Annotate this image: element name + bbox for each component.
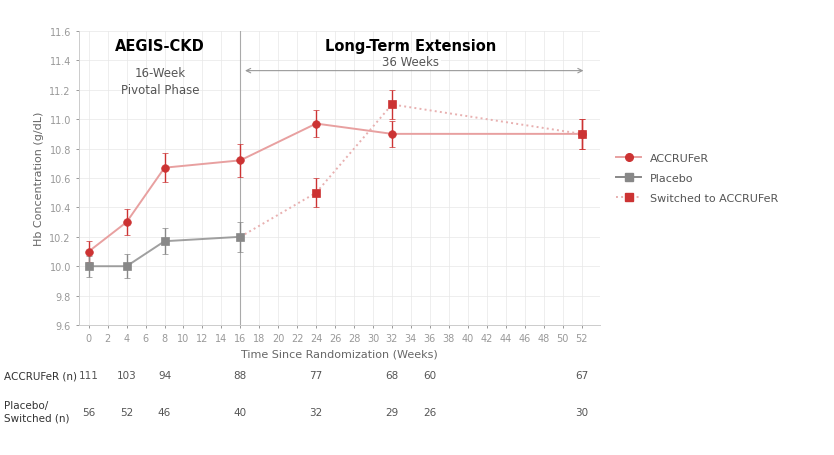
Text: 30: 30 <box>575 407 588 417</box>
Text: 88: 88 <box>234 370 247 380</box>
Text: 29: 29 <box>385 407 399 417</box>
Text: 46: 46 <box>158 407 171 417</box>
Text: 26: 26 <box>424 407 436 417</box>
Text: 60: 60 <box>424 370 436 380</box>
Text: 52: 52 <box>120 407 133 417</box>
Text: 94: 94 <box>158 370 171 380</box>
Text: 56: 56 <box>82 407 95 417</box>
Text: 103: 103 <box>117 370 137 380</box>
Text: 77: 77 <box>309 370 323 380</box>
X-axis label: Time Since Randomization (Weeks): Time Since Randomization (Weeks) <box>242 349 438 359</box>
Text: 32: 32 <box>309 407 323 417</box>
Text: 68: 68 <box>385 370 399 380</box>
Text: 111: 111 <box>78 370 98 380</box>
Text: AEGIS-CKD: AEGIS-CKD <box>115 39 204 54</box>
Text: 36 Weeks: 36 Weeks <box>383 56 440 69</box>
Text: 16-Week
Pivotal Phase: 16-Week Pivotal Phase <box>121 67 199 97</box>
Text: 40: 40 <box>234 407 247 417</box>
Y-axis label: Hb Concentration (g/dL): Hb Concentration (g/dL) <box>34 111 44 246</box>
Text: ACCRUFeR (n): ACCRUFeR (n) <box>4 370 78 380</box>
Text: Placebo/
Switched (n): Placebo/ Switched (n) <box>4 400 70 423</box>
Text: Long-Term Extension: Long-Term Extension <box>325 39 496 54</box>
Legend: ACCRUFeR, Placebo, Switched to ACCRUFeR: ACCRUFeR, Placebo, Switched to ACCRUFeR <box>616 154 778 203</box>
Text: 67: 67 <box>575 370 588 380</box>
